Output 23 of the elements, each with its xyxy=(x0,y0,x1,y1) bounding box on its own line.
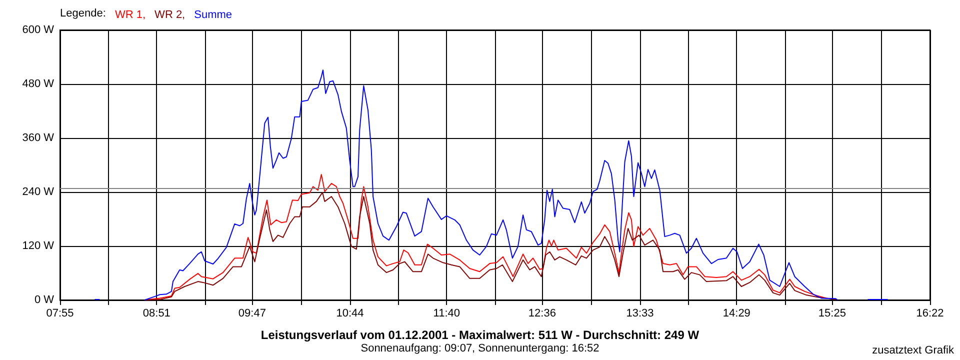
y-tick-label: 0 W xyxy=(34,294,55,306)
x-tick-label: 12:36 xyxy=(528,308,556,320)
x-tick-label: 07:55 xyxy=(46,308,74,320)
text: Sonnenaufgang: 09:07, Sonnenuntergang: 16:52 xyxy=(360,342,600,354)
x-tick-label: 08:51 xyxy=(142,308,170,320)
text: Summe xyxy=(194,9,232,21)
legend-title: Legende: xyxy=(60,8,106,20)
text: zusatztext Grafik xyxy=(872,344,954,356)
x-tick-label: 15:25 xyxy=(818,308,846,320)
y-tick-label: 240 W xyxy=(22,186,55,198)
y-tick-label: 480 W xyxy=(22,78,55,90)
y-tick-label: 600 W xyxy=(22,24,55,36)
text: WR 2, xyxy=(154,9,186,21)
x-tick-label: 09:47 xyxy=(238,308,266,320)
x-tick-label: 10:44 xyxy=(336,308,364,320)
x-tick-label: 11:40 xyxy=(433,308,460,320)
y-tick-label: 120 W xyxy=(22,240,55,252)
x-tick-label: 13:33 xyxy=(626,308,654,320)
y-tick-label: 360 W xyxy=(22,132,55,144)
x-tick-label: 16:22 xyxy=(916,308,944,320)
x-tick-label: 14:29 xyxy=(722,308,750,320)
text: WR 1, xyxy=(115,9,146,21)
text: Leistungsverlauf vom 01.12.2001 - Maximalwert: 511 W - Durchschnitt: 249 W xyxy=(260,328,700,342)
